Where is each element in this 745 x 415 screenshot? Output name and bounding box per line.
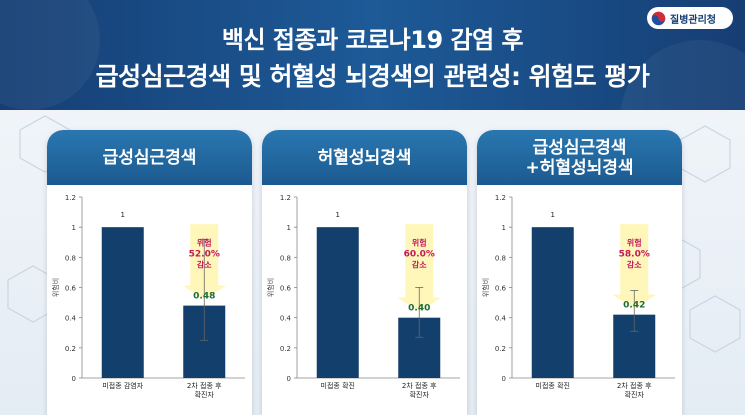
- annotation-risk: 위험: [412, 237, 427, 247]
- x-tick-label: 2차 접종 후: [402, 381, 437, 390]
- chart-title-line: 급성심근경색: [532, 137, 627, 158]
- annotation-percent: 58.0%: [619, 249, 650, 259]
- x-tick-label: 미접종 확진: [321, 381, 355, 390]
- data-label: 0.48: [193, 292, 215, 302]
- y-tick-label: 0: [502, 375, 506, 383]
- header-banner: 백신 접종과 코로나19 감염 후 급성심근경색 및 허혈성 뇌경색의 관련성:…: [0, 0, 745, 110]
- data-label: 1: [551, 211, 555, 219]
- x-tick-label: 2차 접종 후: [187, 381, 222, 390]
- reduction-arrow: [612, 224, 657, 309]
- logo-text: 질병관리청: [670, 14, 716, 26]
- data-label: 0.42: [623, 301, 645, 311]
- y-axis-label: 위험비: [481, 278, 490, 297]
- y-tick-label: 1: [72, 224, 76, 232]
- y-tick-label: 0.8: [65, 254, 76, 262]
- y-tick-label: 1.2: [495, 194, 506, 202]
- annotation-risk: 위험: [197, 237, 212, 247]
- y-tick-label: 0.2: [495, 345, 506, 353]
- chart-title: 급성심근경색: [47, 130, 252, 185]
- data-label: 1: [121, 211, 125, 219]
- y-tick-label: 0: [72, 375, 76, 383]
- page-title-line1: 백신 접종과 코로나19 감염 후: [221, 26, 524, 54]
- y-tick-label: 0.8: [495, 254, 506, 262]
- y-tick-label: 0.6: [65, 285, 77, 293]
- y-tick-label: 1: [287, 224, 291, 232]
- bar: [531, 227, 574, 378]
- y-tick-label: 1: [502, 224, 506, 232]
- y-tick-label: 0.4: [495, 315, 507, 323]
- x-tick-label: 미접종 확진: [536, 381, 570, 390]
- x-tick-label: 확진자: [195, 390, 215, 399]
- taegeuk-icon: [651, 11, 666, 25]
- y-tick-label: 0.4: [280, 315, 292, 323]
- annotation-decrease: 감소: [197, 259, 212, 269]
- y-tick-label: 0.2: [280, 345, 291, 353]
- annotation-decrease: 감소: [412, 259, 427, 269]
- bar: [316, 227, 359, 378]
- chart-title-line: +허혈성뇌경색: [525, 157, 634, 178]
- x-tick-label: 2차 접종 후: [617, 381, 652, 390]
- annotation-decrease: 감소: [627, 259, 642, 269]
- y-tick-label: 0.2: [65, 345, 76, 353]
- data-label: 1: [336, 211, 340, 219]
- y-axis-label: 위험비: [51, 278, 60, 297]
- y-tick-label: 0.6: [280, 285, 292, 293]
- annotation-percent: 60.0%: [404, 249, 435, 259]
- annotation-percent: 52.0%: [189, 249, 220, 259]
- chart-title: 허혈성뇌경색: [262, 130, 467, 185]
- data-label: 0.40: [408, 304, 430, 314]
- y-tick-label: 0.6: [495, 285, 507, 293]
- chart-title-line: 허혈성뇌경색: [317, 147, 412, 168]
- x-tick-label: 확진자: [410, 390, 430, 399]
- y-tick-label: 0.4: [65, 315, 77, 323]
- kdca-logo: 질병관리청: [647, 7, 733, 29]
- x-tick-label: 미접종 감염자: [102, 381, 143, 390]
- page-title-line2: 급성심근경색 및 허혈성 뇌경색의 관련성: 위험도 평가: [95, 62, 650, 91]
- y-tick-label: 1.2: [280, 194, 291, 202]
- bar: [101, 227, 144, 378]
- y-axis-label: 위험비: [266, 278, 275, 297]
- chart-title: 급성심근경색 +허혈성뇌경색: [477, 130, 682, 185]
- x-tick-label: 확진자: [625, 390, 645, 399]
- annotation-risk: 위험: [627, 237, 642, 247]
- reduction-arrow: [397, 224, 442, 312]
- y-tick-label: 0.8: [280, 254, 291, 262]
- y-tick-label: 0: [287, 375, 291, 383]
- chart-title-line: 급성심근경색: [102, 147, 197, 168]
- y-tick-label: 1.2: [65, 194, 76, 202]
